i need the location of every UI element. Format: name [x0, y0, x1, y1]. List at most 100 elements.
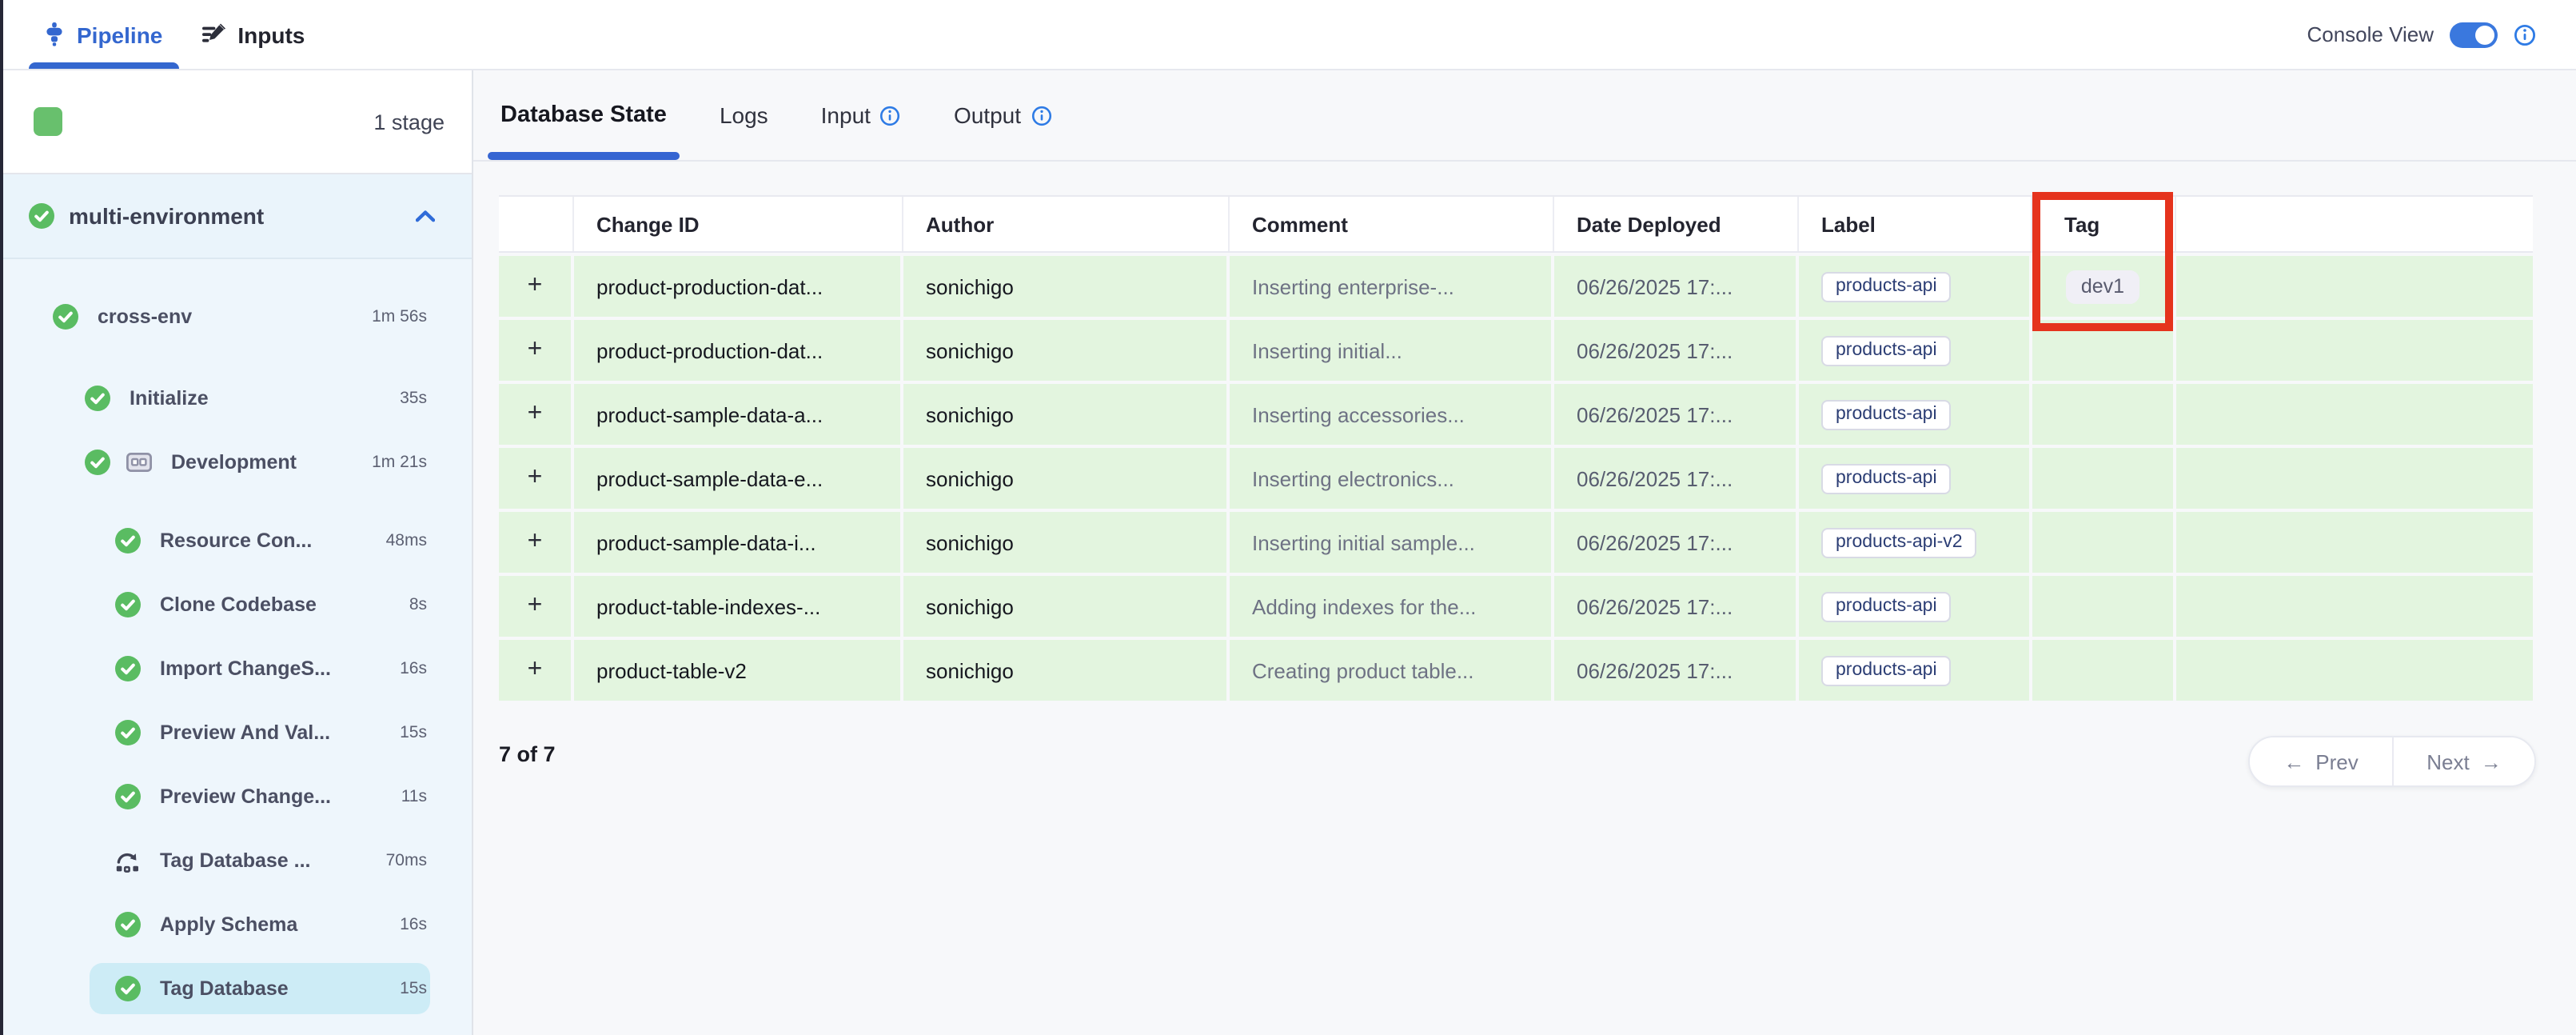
expand-row-button[interactable]: + — [499, 384, 574, 445]
step-resource-con[interactable]: Resource Con... 48ms — [0, 509, 472, 573]
step-label: Resource Con... — [160, 529, 313, 552]
console-view-toggle[interactable] — [2450, 22, 2498, 47]
table-row[interactable]: + product-production-dat... sonichigo Inser… — [499, 320, 2533, 381]
arrow-right-icon: → — [2480, 749, 2502, 773]
label-badge: products-api — [1821, 655, 1952, 685]
expand-row-button[interactable]: + — [499, 320, 574, 381]
tab-input[interactable]: Input — [821, 70, 901, 160]
step-import-changes[interactable]: Import ChangeS... 16s — [0, 637, 472, 701]
column-change-id: Change ID — [574, 197, 903, 251]
label-badge: products-api — [1821, 271, 1952, 302]
tab-output-label: Output — [953, 102, 1021, 128]
cell-spacer — [2176, 448, 2533, 509]
table-row[interactable]: + product-sample-data-e... sonichigo Insert… — [499, 448, 2533, 509]
prev-page-button[interactable]: ← Prev — [2250, 737, 2392, 785]
table-row[interactable]: + product-table-indexes-... sonichigo Addin… — [499, 576, 2533, 637]
stage-status-square — [34, 107, 62, 136]
table-header: Change ID Author Comment Date Deployed L… — [499, 195, 2533, 253]
matrix-icon — [126, 453, 152, 472]
label-badge: products-api-v2 — [1821, 527, 1977, 557]
cell-label: products-api — [1799, 448, 2032, 509]
step-apply-schema[interactable]: Apply Schema 16s — [0, 893, 472, 957]
expand-row-button[interactable]: + — [499, 448, 574, 509]
cell-spacer — [2176, 576, 2533, 637]
cell-comment: Inserting accessories... — [1230, 384, 1554, 445]
top-bar: Pipeline Inputs Console View — [0, 0, 2576, 70]
column-expand — [499, 197, 574, 251]
table-row[interactable]: + product-table-v2 sonichigo Creating produ… — [499, 640, 2533, 701]
console-view-label: Console View — [2307, 22, 2434, 46]
tab-pipeline[interactable]: Pipeline — [29, 0, 178, 69]
step-duration: 1m 56s — [372, 307, 427, 326]
step-duration: 70ms — [385, 851, 427, 870]
cell-tag — [2032, 640, 2176, 701]
cell-comment: Adding indexes for the... — [1230, 576, 1554, 637]
cell-change-id: product-table-indexes-... — [574, 576, 903, 637]
table-row[interactable]: + product-sample-data-i... sonichigo Insert… — [499, 512, 2533, 573]
column-comment: Comment — [1230, 197, 1554, 251]
expand-row-button[interactable]: + — [499, 256, 574, 317]
table-row[interactable]: + product-sample-data-a... sonichigo Insert… — [499, 384, 2533, 445]
step-label: Tag Database ... — [160, 849, 311, 872]
step-clone-codebase[interactable]: Clone Codebase 8s — [0, 573, 472, 637]
step-list: cross-env 1m 56s Initialize 35s Development 1… — [0, 259, 472, 1021]
cell-tag — [2032, 448, 2176, 509]
step-tag-database[interactable]: Tag Database 15s — [0, 957, 472, 1021]
cell-label: products-api — [1799, 640, 2032, 701]
label-badge: products-api — [1821, 591, 1952, 621]
check-circle-icon — [115, 912, 141, 937]
step-cross-env[interactable]: cross-env 1m 56s — [0, 285, 472, 349]
cell-label: products-api — [1799, 320, 2032, 381]
step-label: Preview And Val... — [160, 721, 331, 744]
step-label: Development — [171, 451, 297, 474]
pagination: ← Prev Next → — [2248, 736, 2536, 787]
cell-change-id: product-sample-data-e... — [574, 448, 903, 509]
step-label: Tag Database — [160, 977, 289, 1000]
tag-badge: dev1 — [2066, 270, 2139, 303]
tab-logs[interactable]: Logs — [720, 70, 768, 160]
expand-row-button[interactable]: + — [499, 512, 574, 573]
step-duration: 15s — [400, 723, 427, 742]
cell-author: sonichigo — [903, 448, 1230, 509]
top-bar-right: Console View — [2307, 22, 2576, 47]
step-development[interactable]: Development 1m 21s — [0, 430, 472, 494]
cell-author: sonichigo — [903, 320, 1230, 381]
step-preview-change[interactable]: Preview Change... 11s — [0, 765, 472, 829]
step-duration: 1m 21s — [372, 453, 427, 472]
tab-inputs[interactable]: Inputs — [201, 0, 305, 69]
check-circle-icon — [115, 784, 141, 809]
step-label: Clone Codebase — [160, 593, 317, 616]
chevron-up-icon[interactable] — [416, 210, 435, 222]
info-icon[interactable] — [2514, 23, 2536, 46]
execution-sidebar: 1 stage multi-environment cross-env 1m 56… — [0, 70, 473, 1035]
info-icon[interactable] — [1031, 105, 1051, 126]
expand-row-button[interactable]: + — [499, 576, 574, 637]
step-duration: 16s — [400, 659, 427, 678]
check-circle-icon — [115, 528, 141, 553]
pipeline-icon — [43, 22, 66, 46]
step-tag-database[interactable]: Tag Database ... 70ms — [0, 829, 472, 893]
cell-comment: Inserting initial... — [1230, 320, 1554, 381]
cell-tag — [2032, 512, 2176, 573]
table-row[interactable]: + product-production-dat... sonichigo Inser… — [499, 256, 2533, 317]
cell-change-id: product-table-v2 — [574, 640, 903, 701]
step-label: Preview Change... — [160, 785, 331, 808]
info-icon[interactable] — [880, 105, 901, 126]
expand-row-button[interactable]: + — [499, 640, 574, 701]
next-page-button[interactable]: Next → — [2392, 737, 2534, 785]
cell-spacer — [2176, 320, 2533, 381]
cell-spacer — [2176, 384, 2533, 445]
stage-count: 1 stage — [373, 110, 445, 134]
column-author: Author — [903, 197, 1230, 251]
rollback-icon — [115, 849, 141, 873]
tab-database-state[interactable]: Database State — [488, 70, 680, 160]
cell-date-deployed: 06/26/2025 17:... — [1554, 448, 1799, 509]
step-duration: 48ms — [385, 531, 427, 550]
column-spacer — [2176, 197, 2533, 251]
label-badge: products-api — [1821, 463, 1952, 494]
tab-output[interactable]: Output — [954, 70, 1051, 160]
cell-date-deployed: 06/26/2025 17:... — [1554, 384, 1799, 445]
step-initialize[interactable]: Initialize 35s — [0, 366, 472, 430]
stage-group-multi-environment[interactable]: multi-environment — [0, 174, 472, 259]
step-preview-and-val[interactable]: Preview And Val... 15s — [0, 701, 472, 765]
